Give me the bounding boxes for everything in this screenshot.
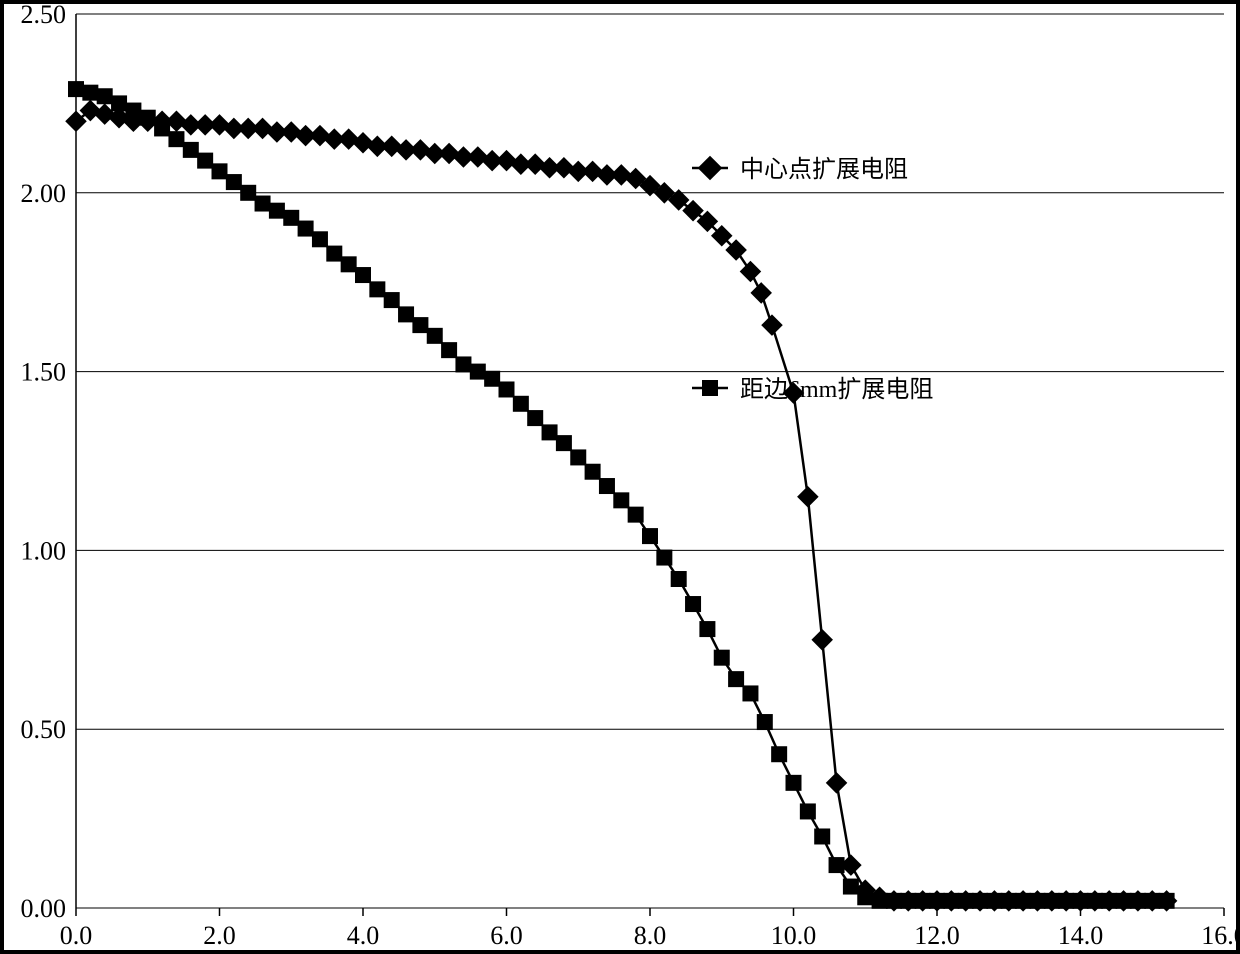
marker-square: [714, 650, 730, 666]
y-tick-label: 0.00: [21, 894, 67, 923]
marker-square: [125, 103, 141, 119]
marker-square: [699, 621, 715, 637]
marker-square: [1058, 893, 1074, 909]
marker-square: [728, 671, 744, 687]
marker-square: [857, 889, 873, 905]
marker-square: [470, 364, 486, 380]
marker-square: [140, 110, 156, 126]
marker-square: [269, 203, 285, 219]
marker-square: [499, 381, 515, 397]
marker-square: [97, 88, 113, 104]
marker-square: [671, 571, 687, 587]
marker-square: [800, 803, 816, 819]
marker-square: [1087, 893, 1103, 909]
x-tick-label: 4.0: [347, 921, 380, 950]
marker-square: [771, 746, 787, 762]
marker-square: [326, 246, 342, 262]
marker-square: [226, 174, 242, 190]
marker-square: [1144, 893, 1160, 909]
marker-square: [542, 424, 558, 440]
marker-square: [1159, 893, 1175, 909]
y-tick-label: 2.50: [21, 0, 67, 29]
marker-square: [585, 464, 601, 480]
x-tick-label: 14.0: [1058, 921, 1104, 950]
legend-label: 距边6mm扩展电阻: [740, 376, 933, 403]
marker-square: [872, 893, 888, 909]
marker-square: [1015, 893, 1031, 909]
marker-square: [513, 396, 529, 412]
marker-square: [613, 492, 629, 508]
marker-square: [1029, 893, 1045, 909]
marker-square: [685, 596, 701, 612]
x-tick-label: 12.0: [914, 921, 960, 950]
marker-square: [829, 857, 845, 873]
marker-square: [168, 131, 184, 147]
marker-square: [742, 685, 758, 701]
marker-square: [154, 120, 170, 136]
marker-square: [355, 267, 371, 283]
marker-square: [1130, 893, 1146, 909]
marker-square: [599, 478, 615, 494]
marker-square: [656, 550, 672, 566]
marker-square: [929, 893, 945, 909]
y-tick-label: 2.00: [21, 179, 67, 208]
marker-square: [527, 410, 543, 426]
marker-square: [197, 153, 213, 169]
marker-square: [556, 435, 572, 451]
x-tick-label: 10.0: [771, 921, 817, 950]
marker-square: [82, 85, 98, 101]
marker-square: [900, 893, 916, 909]
marker-square: [843, 879, 859, 895]
marker-square: [702, 380, 718, 396]
marker-square: [384, 292, 400, 308]
marker-square: [369, 281, 385, 297]
marker-square: [455, 356, 471, 372]
marker-square: [484, 371, 500, 387]
marker-square: [886, 893, 902, 909]
marker-square: [183, 142, 199, 158]
marker-square: [628, 507, 644, 523]
marker-square: [398, 306, 414, 322]
marker-square: [943, 893, 959, 909]
legend-label: 中心点扩展电阻: [740, 156, 908, 183]
y-tick-label: 0.50: [21, 715, 67, 744]
marker-square: [427, 328, 443, 344]
marker-square: [341, 256, 357, 272]
marker-square: [570, 449, 586, 465]
marker-square: [212, 163, 228, 179]
marker-square: [1001, 893, 1017, 909]
chart-container: 0.00 0.50 1.00 1.50 2.00 2.50 0.0 2.0 4.0 6.0 8.0 1…: [0, 0, 1240, 954]
marker-square: [240, 185, 256, 201]
marker-square: [642, 528, 658, 544]
marker-square: [312, 231, 328, 247]
marker-square: [814, 828, 830, 844]
marker-square: [412, 317, 428, 333]
x-tick-label: 8.0: [634, 921, 667, 950]
x-tick-label: 6.0: [490, 921, 523, 950]
x-tick-label: 16.0: [1201, 921, 1240, 950]
marker-square: [298, 221, 314, 237]
marker-square: [111, 95, 127, 111]
marker-square: [915, 893, 931, 909]
marker-square: [786, 775, 802, 791]
marker-square: [1044, 893, 1060, 909]
marker-square: [757, 714, 773, 730]
marker-square: [441, 342, 457, 358]
marker-square: [1101, 893, 1117, 909]
x-tick-label: 2.0: [203, 921, 236, 950]
marker-square: [283, 210, 299, 226]
marker-square: [1116, 893, 1132, 909]
marker-square: [1073, 893, 1089, 909]
marker-square: [255, 196, 271, 212]
marker-square: [958, 893, 974, 909]
marker-square: [986, 893, 1002, 909]
y-tick-label: 1.50: [21, 358, 67, 387]
marker-square: [68, 81, 84, 97]
x-tick-label: 0.0: [60, 921, 93, 950]
chart-svg: 0.00 0.50 1.00 1.50 2.00 2.50 0.0 2.0 4.0 6.0 8.0 1…: [0, 0, 1240, 954]
marker-square: [972, 893, 988, 909]
y-tick-label: 1.00: [21, 536, 67, 565]
